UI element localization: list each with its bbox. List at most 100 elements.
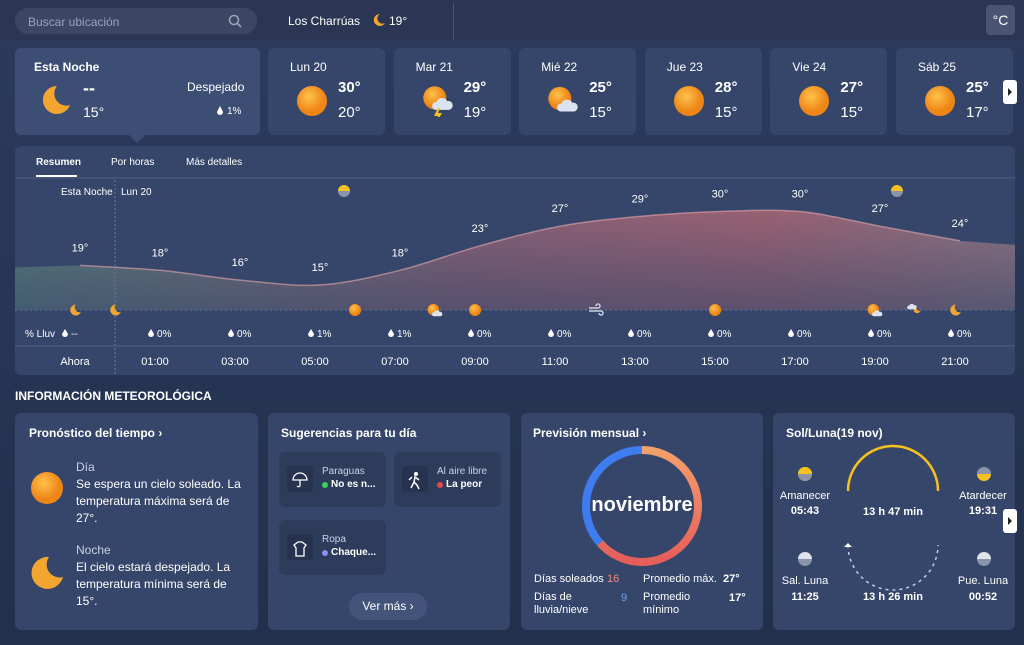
suggestion-tile[interactable]: Paraguas No es n...: [279, 452, 386, 507]
moonset-time: 00:52: [968, 591, 998, 603]
weather-icon: [469, 304, 481, 316]
more-button[interactable]: Ver más ›: [349, 593, 427, 620]
drop-icon: [148, 329, 154, 337]
rain-value: 0%: [157, 329, 172, 340]
rain-value: 0%: [237, 329, 252, 340]
time-label: 17:00: [781, 356, 809, 368]
high-temp: 25°: [966, 79, 989, 96]
forecast-card[interactable]: Pronóstico del tiempo › Día Se espera un…: [15, 413, 258, 630]
moon-length: 13 h 26 min: [863, 591, 923, 603]
suggestion-name: Paraguas: [322, 466, 365, 477]
suggestion-tile[interactable]: Ropa Chaque...: [279, 520, 386, 575]
sunrise-time: 05:43: [790, 505, 820, 517]
drop-icon: [708, 329, 714, 337]
next-button[interactable]: [1003, 509, 1017, 533]
weather-icon: [867, 303, 883, 317]
card-title: Sol/Luna(19 nov): [786, 426, 883, 440]
time-label: 05:00: [301, 356, 329, 368]
weather-icon: [427, 303, 443, 317]
moon-icon: [42, 85, 70, 114]
suggestion-tile[interactable]: Al aire libre La peor: [394, 452, 501, 507]
sunrise-label: Amanecer: [779, 490, 831, 502]
suggestion-name: Ropa: [322, 534, 346, 545]
card-title-text: Pronóstico del tiempo: [29, 426, 156, 440]
day-label: Día: [76, 460, 95, 474]
rain-value: 0%: [877, 329, 892, 340]
day-card[interactable]: Mar 21 29° 19°: [393, 48, 511, 135]
suggestion-dot: [322, 482, 328, 488]
tonight-card[interactable]: Esta Noche -- 15° Despejado 1%: [15, 48, 260, 135]
tab[interactable]: Más detalles: [186, 157, 243, 168]
temp-label: 15°: [312, 262, 329, 274]
sunmoon-card: Sol/Luna(19 nov) Amanecer 05:43 Atardece…: [773, 413, 1017, 630]
stat-label: Días soleados: [534, 573, 604, 585]
temp-label: 27°: [872, 203, 889, 215]
rain-value: 0%: [797, 329, 812, 340]
drop-icon: [388, 329, 394, 337]
day-card[interactable]: Vie 24 27° 15°: [770, 48, 888, 135]
day-card[interactable]: Mié 22 25° 15°: [519, 48, 637, 135]
time-label: Ahora: [60, 356, 90, 368]
low-temp: 15°: [589, 104, 612, 121]
weather-icon: [338, 185, 350, 197]
monthly-card[interactable]: Previsión mensual › noviembre Días solea…: [521, 413, 763, 630]
day-label: Sáb 25: [918, 60, 957, 74]
drop-icon: [308, 329, 314, 337]
marker-label: Lun 20: [121, 187, 152, 198]
moon-icon: [373, 13, 385, 26]
weather-icon: [70, 304, 81, 316]
sunset-label: Atardecer: [959, 490, 1007, 502]
rain-value: 0%: [637, 329, 652, 340]
stat-value: 9: [621, 592, 628, 604]
day-card[interactable]: Lun 20 30° 20°: [268, 48, 385, 135]
high-temp: 28°: [714, 79, 738, 96]
suggestions-card: Sugerencias para tu día Paraguas No es n.…: [268, 413, 510, 630]
rain-value: 1%: [317, 329, 332, 340]
high-temp: 30°: [338, 79, 361, 96]
time-label: 11:00: [542, 356, 569, 368]
drop-icon: [62, 329, 68, 337]
time-label: 09:00: [461, 356, 489, 368]
night-text: El cielo estará despejado. La temperatur…: [76, 560, 231, 608]
time-label: 15:00: [701, 356, 729, 368]
stat-value: 27°: [723, 573, 740, 585]
tonight-title: Esta Noche: [34, 60, 100, 74]
divider: [453, 3, 454, 39]
day-card[interactable]: Jue 23 28° 15°: [644, 48, 762, 135]
section-title: INFORMACIÓN METEOROLÓGICA: [15, 389, 212, 403]
low-temp: 20°: [338, 104, 361, 121]
temp-label: 18°: [152, 247, 169, 259]
stat-label: Promedio máx.: [643, 573, 717, 585]
weather-icon: [673, 86, 704, 116]
weather-icon: [110, 304, 121, 316]
drop-icon: [788, 329, 794, 337]
weather-icon: [925, 86, 955, 116]
tonight-rain: 1%: [227, 106, 242, 117]
temp-label: 27°: [552, 203, 569, 215]
tab[interactable]: Por horas: [111, 157, 155, 168]
day-label: Mié 22: [541, 60, 578, 74]
location-name[interactable]: Los Charrúas: [288, 14, 361, 28]
time-label: 21:00: [941, 356, 969, 368]
stat-label: Días de lluvia/nieve: [534, 591, 589, 616]
temp-label: 18°: [392, 247, 409, 259]
tonight-temp: --: [83, 78, 95, 98]
tab[interactable]: Resumen: [36, 157, 82, 168]
drop-icon: [868, 329, 874, 337]
stat-value: 17°: [729, 592, 746, 604]
day-label: Vie 24: [792, 60, 827, 74]
unit-button[interactable]: °C: [986, 5, 1015, 35]
day-card[interactable]: Sáb 25 25° 17°: [896, 48, 1013, 135]
month-ring: [582, 446, 702, 567]
high-temp: 29°: [463, 79, 487, 96]
weather-icon: [907, 303, 921, 314]
moonset-label: Pue. Luna: [957, 575, 1009, 587]
next-button[interactable]: [1003, 80, 1017, 104]
time-label: 03:00: [221, 356, 249, 368]
suggestion-icon: [287, 534, 313, 560]
time-label: 19:00: [861, 356, 889, 368]
search-box[interactable]: Buscar ubicación: [15, 8, 257, 34]
weather-icon: [589, 303, 604, 316]
rain-value: 0%: [717, 329, 732, 340]
